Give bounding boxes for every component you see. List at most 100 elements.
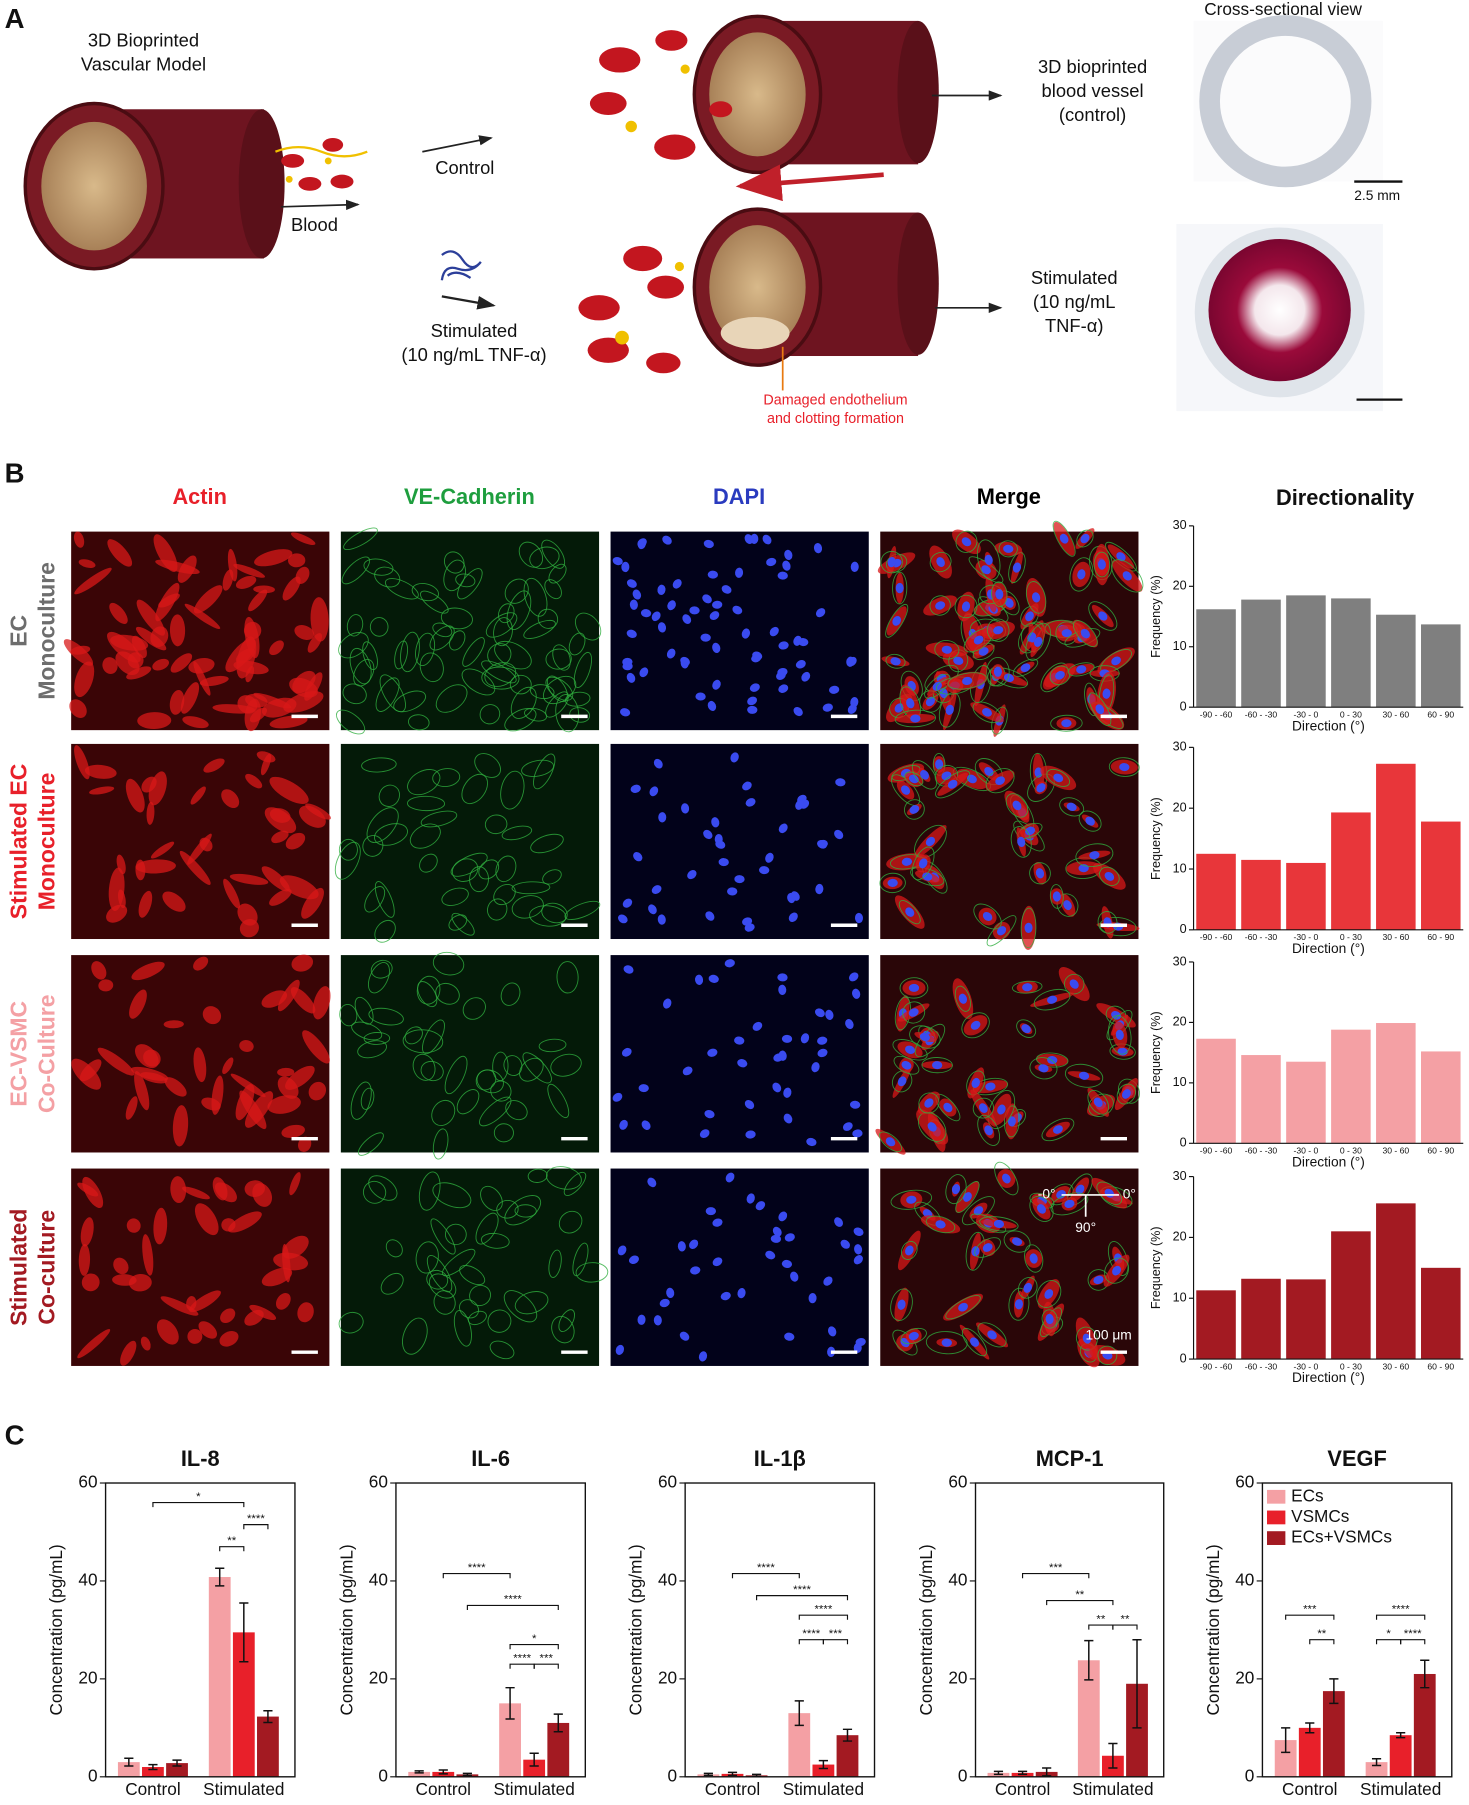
cell-junction	[1025, 581, 1047, 614]
cell-actin	[304, 672, 323, 701]
cell-actin	[199, 837, 213, 852]
y-axis-label: Concentration (pg/mL)	[916, 1544, 936, 1715]
y-tick-label: 0	[958, 1765, 968, 1785]
cell-junction	[357, 1040, 388, 1059]
cell-actin	[277, 1076, 299, 1099]
cell-junction	[902, 1001, 926, 1024]
nucleus	[1003, 673, 1014, 683]
cell-junction	[977, 1322, 1007, 1348]
nucleus	[707, 1048, 718, 1057]
cell-actin	[126, 1218, 141, 1233]
error-bar	[818, 1759, 828, 1770]
y-axis-label: Frequency (%)	[1149, 1226, 1163, 1309]
nucleus	[900, 785, 911, 795]
cell-actin	[269, 776, 309, 804]
nucleus	[909, 805, 920, 814]
cell-junction	[987, 1090, 1016, 1130]
nucleus	[657, 584, 666, 595]
cell-junction	[495, 855, 517, 883]
cell-actin	[312, 986, 331, 1020]
nucleus	[982, 708, 992, 717]
nucleus	[712, 1257, 723, 1267]
nucleus	[784, 1332, 795, 1341]
x-tick-label: Control	[705, 1779, 760, 1799]
cell-junction	[469, 1284, 492, 1307]
nucleus	[1077, 569, 1086, 580]
error-bar	[124, 1757, 134, 1767]
cell-junction	[412, 1053, 436, 1081]
cell-junction	[1099, 866, 1120, 887]
cell-actin	[98, 979, 114, 992]
significance-bracket	[533, 1663, 559, 1669]
nucleus	[687, 870, 697, 880]
nucleus	[715, 840, 726, 849]
cell-junction	[542, 869, 562, 885]
error-bar	[1329, 1678, 1339, 1705]
error-bar	[148, 1763, 158, 1771]
nucleus	[612, 1092, 623, 1102]
scale-bar-label: 2.5 mm	[1354, 188, 1400, 203]
nucleus	[1069, 979, 1079, 989]
bar	[1376, 1203, 1416, 1360]
nucleus	[939, 687, 948, 699]
cell-actin	[138, 890, 153, 918]
model-title: 3D Bioprinted	[88, 29, 199, 50]
y-tick-label: 0	[1245, 1765, 1255, 1785]
nucleus	[845, 1019, 854, 1030]
cell-junction	[368, 1007, 404, 1026]
x-tick-label: 60 - 90	[1427, 709, 1454, 719]
y-tick-label: 10	[1173, 1075, 1187, 1089]
cell-junction	[954, 985, 971, 1012]
nucleus	[630, 784, 641, 793]
cell-junction	[380, 1272, 404, 1295]
cell-actin	[285, 832, 306, 850]
nucleus	[641, 1120, 651, 1130]
cell-junction	[1029, 1057, 1058, 1080]
cell-actin	[70, 645, 91, 655]
row-label: Stimulated	[6, 1209, 32, 1326]
cell-junction	[493, 1123, 514, 1143]
cell-junction	[366, 807, 399, 843]
cell-actin	[269, 888, 292, 906]
bar	[1077, 1660, 1100, 1777]
cell-actin	[271, 830, 289, 844]
significance-label: **	[1120, 1613, 1129, 1625]
cell-junction	[334, 841, 361, 880]
error-bar	[703, 1772, 713, 1777]
cell-junction	[480, 1185, 503, 1211]
nucleus	[667, 600, 676, 611]
cell-junction	[467, 1310, 487, 1326]
nucleus	[962, 676, 973, 685]
nucleus	[978, 647, 989, 656]
bar	[1241, 1055, 1281, 1144]
nucleus	[842, 1122, 853, 1131]
legend-label: VSMCs	[1291, 1506, 1349, 1526]
cell-junction	[504, 708, 537, 732]
cell-actin	[233, 563, 265, 578]
significance-bracket	[798, 1614, 849, 1620]
cell-junction	[955, 530, 978, 553]
significance-label: ***	[540, 1652, 554, 1664]
cell-actin	[84, 764, 117, 779]
cell-actin	[254, 549, 293, 567]
y-axis-label: Concentration (pg/mL)	[625, 1544, 645, 1715]
bar	[142, 1767, 164, 1777]
nucleus	[1007, 1116, 1016, 1127]
nucleus	[1115, 1029, 1124, 1040]
cell-actin	[290, 987, 316, 1014]
cell-junction	[362, 834, 384, 857]
error-bar	[553, 1713, 563, 1733]
cell-junction	[474, 753, 501, 778]
cell-actin	[253, 585, 275, 594]
micrograph	[340, 743, 600, 940]
control-label: Control	[435, 157, 494, 178]
nucleus	[695, 692, 706, 701]
nucleus	[1063, 900, 1072, 911]
nucleus	[834, 1217, 843, 1227]
cell-junction	[1111, 559, 1144, 593]
cell-junction	[945, 1174, 967, 1205]
cell-actin	[190, 786, 206, 805]
cell-junction	[1093, 551, 1111, 578]
chart-title: IL-8	[181, 1446, 220, 1471]
cell-junction	[1059, 797, 1085, 817]
